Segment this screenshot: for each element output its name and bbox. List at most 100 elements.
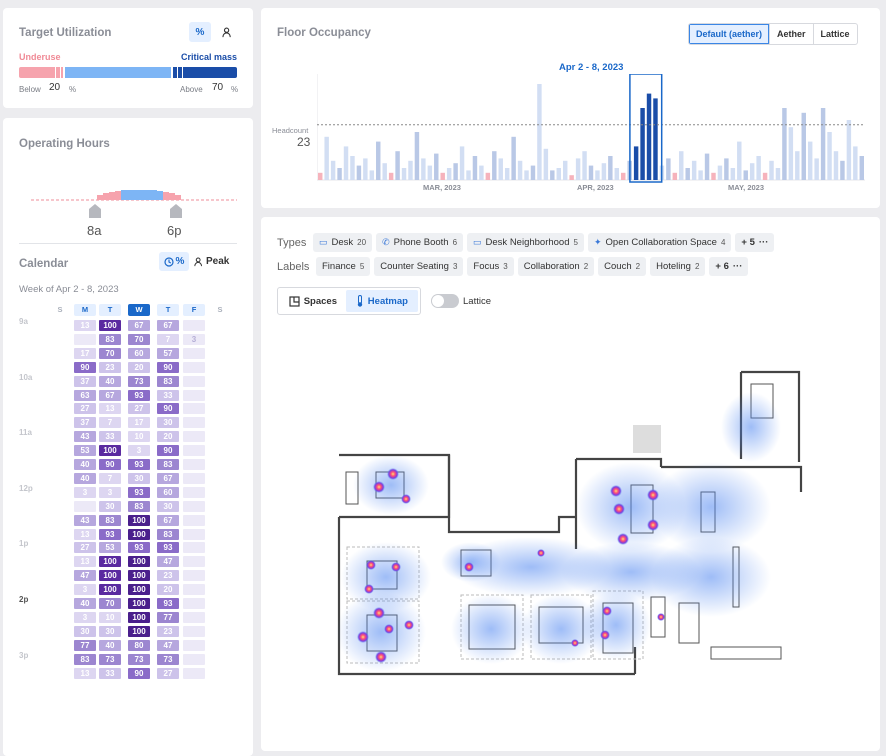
calendar-cell[interactable]: 17	[74, 347, 96, 359]
calendar-cell[interactable]: 77	[74, 639, 96, 651]
calendar-cell[interactable]: 67	[157, 320, 179, 331]
calendar-cell[interactable]: 100	[128, 598, 150, 609]
calendar-cell[interactable]: 67	[157, 514, 179, 526]
calendar-cell[interactable]: 40	[74, 472, 96, 484]
spaces-view-button[interactable]: Spaces	[280, 290, 346, 312]
calendar-cell[interactable]: 57	[157, 347, 179, 359]
calendar-cell[interactable]: 13	[74, 320, 96, 331]
calendar-cell[interactable]: 73	[128, 375, 150, 387]
calendar-cell[interactable]	[183, 584, 205, 596]
calendar-cell[interactable]: 93	[128, 542, 150, 554]
calendar-cell[interactable]: 83	[99, 514, 121, 526]
calendar-cell[interactable]: 17	[128, 417, 150, 429]
type-chip-desk[interactable]: ▭ Desk 20	[313, 233, 373, 252]
calendar-cell[interactable]: 90	[157, 361, 179, 373]
calendar-cell[interactable]: 27	[74, 542, 96, 554]
calendar-cell[interactable]: 33	[99, 667, 121, 679]
calendar-cell[interactable]: 93	[128, 486, 150, 498]
calendar-cell[interactable]: 90	[157, 445, 179, 457]
calendar-cell[interactable]: 60	[128, 347, 150, 359]
calendar-cell[interactable]	[74, 333, 96, 345]
people-toggle-button[interactable]	[216, 22, 238, 42]
label-chip-counter-seating[interactable]: Counter Seating 3	[374, 257, 464, 276]
calendar-cell[interactable]	[183, 431, 205, 443]
calendar-cell[interactable]: 60	[157, 486, 179, 498]
calendar-cell[interactable]: 33	[99, 431, 121, 443]
calendar-cell[interactable]	[183, 347, 205, 359]
calendar-cell[interactable]	[183, 653, 205, 665]
calendar-cell[interactable]: 27	[128, 403, 150, 415]
calendar-cell[interactable]: 13	[74, 556, 96, 568]
calendar-cell[interactable]: 73	[128, 653, 150, 665]
end-hour-handle[interactable]	[170, 204, 182, 218]
calendar-cell[interactable]: 100	[128, 528, 150, 540]
calendar-cell[interactable]: 3	[128, 445, 150, 457]
calendar-cell[interactable]: 67	[157, 472, 179, 484]
calendar-percent-toggle[interactable]: %	[159, 252, 189, 271]
calendar-cell[interactable]: 77	[157, 611, 179, 623]
calendar-cell[interactable]: 93	[128, 389, 150, 401]
mode-aether[interactable]: Aether	[769, 24, 813, 44]
calendar-cell[interactable]: 100	[99, 320, 121, 331]
calendar-cell[interactable]: 13	[74, 528, 96, 540]
calendar-cell[interactable]: 20	[157, 584, 179, 596]
calendar-cell[interactable]: 30	[157, 500, 179, 512]
calendar-cell[interactable]: 100	[99, 556, 121, 568]
calendar-cell[interactable]: 47	[157, 639, 179, 651]
calendar-cell[interactable]: 40	[99, 375, 121, 387]
calendar-cell[interactable]	[183, 500, 205, 512]
calendar-cell[interactable]	[183, 542, 205, 554]
calendar-cell[interactable]	[183, 570, 205, 582]
calendar-cell[interactable]: 33	[157, 389, 179, 401]
calendar-cell[interactable]: 100	[128, 625, 150, 637]
calendar-cell[interactable]: 3	[99, 486, 121, 498]
heatmap-view-button[interactable]: Heatmap	[345, 290, 418, 312]
calendar-cell[interactable]: 83	[128, 500, 150, 512]
calendar-cell[interactable]: 100	[128, 584, 150, 596]
calendar-cell[interactable]	[183, 625, 205, 637]
calendar-cell[interactable]	[183, 514, 205, 526]
calendar-cell[interactable]: 43	[74, 431, 96, 443]
calendar-cell[interactable]: 53	[99, 542, 121, 554]
calendar-cell[interactable]: 67	[99, 389, 121, 401]
calendar-cell[interactable]: 10	[128, 431, 150, 443]
calendar-cell[interactable]: 67	[128, 320, 150, 331]
type-chip-open-collab[interactable]: ✦ Open Collaboration Space 4	[587, 233, 732, 252]
type-chip-phone-booth[interactable]: ✆ Phone Booth 6	[376, 233, 464, 252]
calendar-cell[interactable]: 47	[74, 570, 96, 582]
calendar-cell[interactable]	[183, 556, 205, 568]
calendar-cell[interactable]: 13	[99, 403, 121, 415]
label-chip-collaboration[interactable]: Collaboration 2	[517, 257, 595, 276]
mode-default-aether[interactable]: Default (aether)	[689, 24, 770, 44]
lattice-toggle[interactable]	[431, 294, 459, 308]
calendar-cell[interactable]: 70	[99, 347, 121, 359]
calendar-cell[interactable]: 3	[74, 486, 96, 498]
calendar-cell[interactable]: 100	[128, 556, 150, 568]
calendar-cell[interactable]: 30	[157, 417, 179, 429]
calendar-cell[interactable]: 20	[128, 361, 150, 373]
calendar-cell[interactable]: 93	[99, 528, 121, 540]
calendar-cell[interactable]: 100	[99, 570, 121, 582]
below-value[interactable]: 20	[49, 82, 61, 93]
calendar-cell[interactable]: 100	[128, 611, 150, 623]
calendar-cell[interactable]: 23	[157, 570, 179, 582]
calendar-cell[interactable]	[183, 528, 205, 540]
calendar-cell[interactable]: 13	[74, 667, 96, 679]
calendar-cell[interactable]: 83	[99, 333, 121, 345]
calendar-cell[interactable]: 83	[157, 375, 179, 387]
calendar-cell[interactable]: 73	[99, 653, 121, 665]
calendar-cell[interactable]: 23	[99, 361, 121, 373]
calendar-cell[interactable]	[74, 500, 96, 512]
calendar-cell[interactable]: 7	[99, 417, 121, 429]
label-chip-couch[interactable]: Couch 2	[598, 257, 647, 276]
calendar-cell[interactable]: 40	[99, 639, 121, 651]
calendar-cell[interactable]	[183, 459, 205, 470]
calendar-cell[interactable]: 10	[99, 611, 121, 623]
calendar-cell[interactable]: 30	[128, 472, 150, 484]
calendar-cell[interactable]: 90	[99, 459, 121, 470]
calendar-cell[interactable]: 30	[74, 625, 96, 637]
calendar-cell[interactable]	[183, 320, 205, 331]
label-chip-focus[interactable]: Focus 3	[467, 257, 514, 276]
type-chip-desk-neighborhood[interactable]: ▭ Desk Neighborhood 5	[467, 233, 584, 252]
percent-toggle-button[interactable]: %	[189, 22, 211, 42]
